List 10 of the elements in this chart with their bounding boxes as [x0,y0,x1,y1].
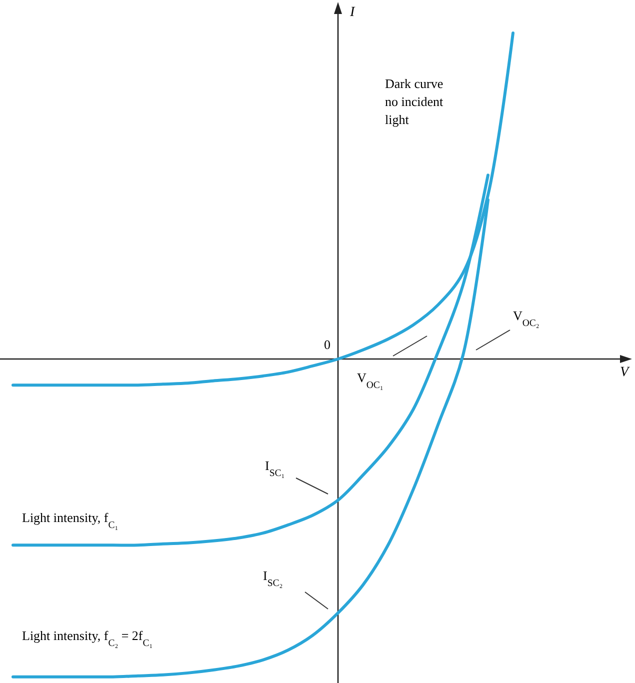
annotation: Light intensity, f$_{C₁}$ [22,510,118,530]
annotation: Dark curve no incident light [385,76,444,127]
annotation: Light intensity, f$_{C₂}$ = 2f$_{C₁}$ [22,628,153,648]
annotation: V$_{OC₁}$ [357,370,384,390]
annotation: I$_{SC₁}$ [265,458,285,478]
annotation: 0 [324,337,330,352]
y-axis-title: I [349,5,356,20]
annotation: I$_{SC₂}$ [263,568,283,588]
annotation: V$_{OC₂}$ [513,308,540,328]
text: V [620,365,630,380]
